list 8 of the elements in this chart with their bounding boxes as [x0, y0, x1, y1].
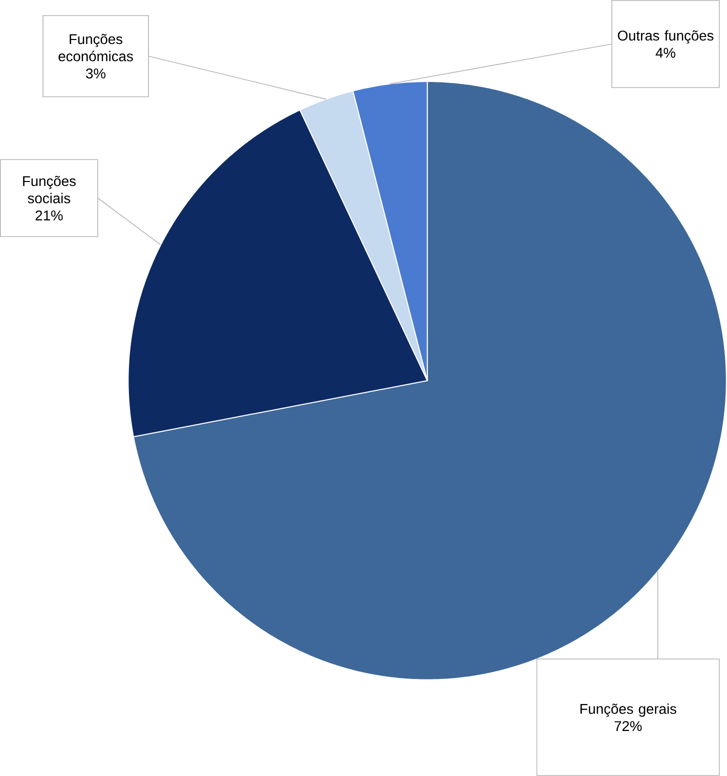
slice-label: Funções sociais	[23, 176, 76, 204]
data-label: 21%	[36, 210, 63, 220]
data-label: 3%	[86, 68, 106, 78]
slice-label: Funções económicas	[58, 34, 133, 62]
data-label: 4%	[656, 48, 676, 58]
slice-label: Outras funções	[618, 30, 714, 44]
data-label: 72%	[614, 721, 642, 732]
slice-label: Funções gerais	[580, 704, 676, 717]
